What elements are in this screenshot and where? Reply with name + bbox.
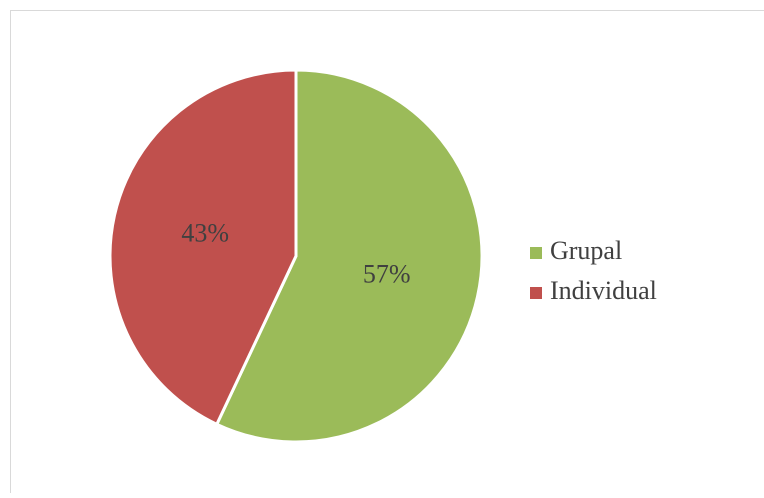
data-label: 43% bbox=[181, 219, 229, 248]
legend-swatch bbox=[530, 247, 542, 259]
legend-label: Individual bbox=[550, 276, 657, 305]
data-label: 57% bbox=[363, 259, 411, 288]
legend-swatch bbox=[530, 287, 542, 299]
legend-label: Grupal bbox=[550, 236, 622, 265]
pie: 57% 43% bbox=[110, 70, 482, 442]
